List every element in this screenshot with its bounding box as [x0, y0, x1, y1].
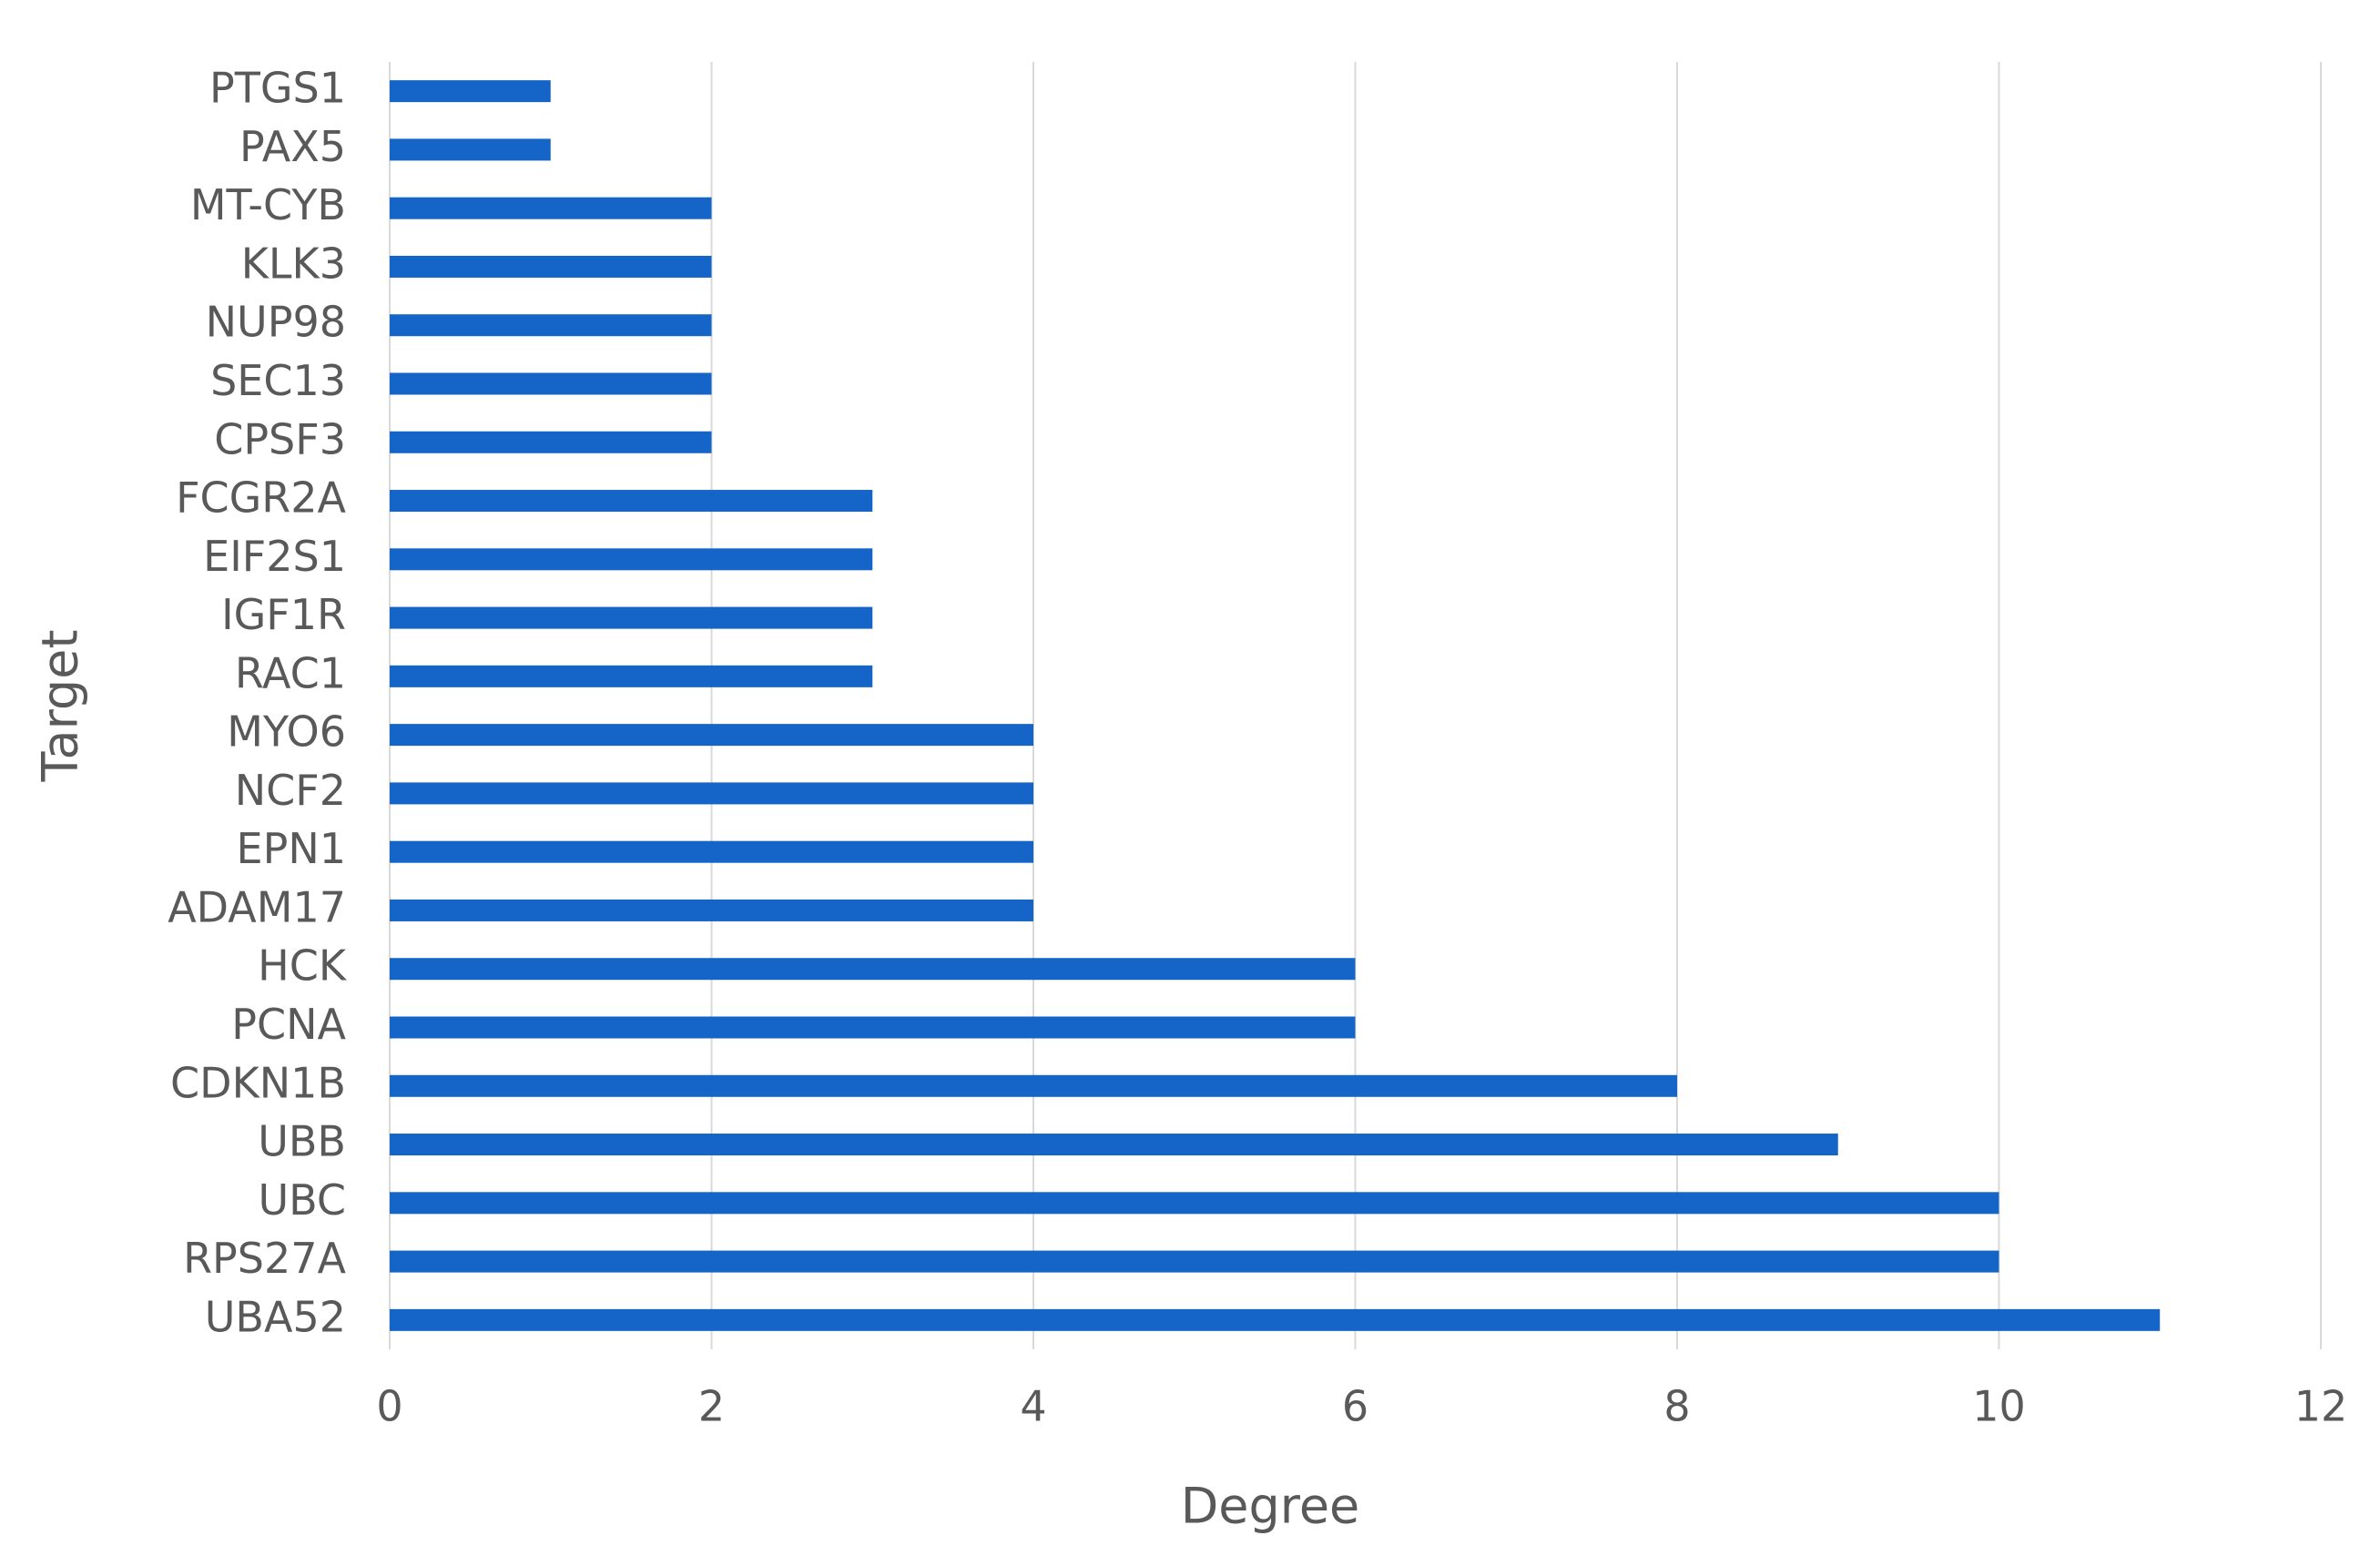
bar — [390, 80, 551, 103]
y-tick-label: HCK — [258, 941, 348, 991]
bar — [390, 840, 1033, 863]
y-tick-label: UBC — [258, 1175, 346, 1225]
x-tick-label: 4 — [1020, 1382, 1046, 1431]
x-tick-label: 2 — [698, 1382, 725, 1431]
bar — [390, 958, 1356, 981]
y-tick-label: UBA52 — [205, 1292, 346, 1341]
y-tick-label: RPS27A — [183, 1234, 346, 1283]
y-tick-label: NUP98 — [206, 298, 346, 347]
x-tick-label: 12 — [2294, 1382, 2348, 1431]
bar — [390, 138, 551, 161]
y-tick-label: EIF2S1 — [203, 532, 346, 581]
y-tick-label: UBB — [258, 1117, 346, 1166]
y-tick-label: KLK3 — [241, 239, 346, 288]
x-tick-label: 0 — [376, 1382, 402, 1431]
y-tick-label: CDKN1B — [170, 1058, 346, 1107]
y-tick-label: IGF1R — [221, 590, 346, 639]
y-tick-label: MYO6 — [227, 707, 346, 757]
y-tick-label: EPN1 — [237, 824, 346, 873]
bar — [390, 1308, 2161, 1331]
x-axis-label: Degree — [1181, 1478, 1360, 1535]
x-tick-label: 8 — [1663, 1382, 1690, 1431]
bar — [390, 1134, 1838, 1156]
bar — [390, 490, 873, 513]
bar — [390, 314, 712, 337]
bar — [390, 197, 712, 219]
bar — [390, 431, 712, 453]
bar — [390, 1074, 1677, 1097]
bar — [390, 665, 873, 687]
bar — [390, 724, 1033, 747]
bar — [390, 782, 1033, 805]
bar — [390, 548, 873, 571]
y-tick-label: NCF2 — [235, 766, 346, 815]
bar — [390, 255, 712, 278]
y-tick-label: PCNA — [231, 1000, 346, 1049]
y-tick-label: ADAM17 — [168, 882, 346, 931]
bar — [390, 899, 1033, 921]
y-tick-label: PTGS1 — [209, 64, 346, 113]
bar — [390, 1016, 1356, 1039]
y-tick-label: CPSF3 — [214, 414, 346, 463]
y-tick-label: PAX5 — [239, 122, 346, 171]
y-tick-label: RAC1 — [235, 648, 346, 697]
y-tick-label: MT-CYB — [190, 180, 346, 229]
bar — [390, 1250, 1999, 1273]
y-axis-label: Target — [32, 629, 89, 782]
bar — [390, 1192, 1999, 1215]
x-tick-label: 10 — [1972, 1382, 2026, 1431]
y-tick-label: FCGR2A — [176, 473, 346, 523]
y-tick-label: SEC13 — [210, 356, 346, 405]
bar — [390, 606, 873, 629]
x-tick-label: 6 — [1342, 1382, 1368, 1431]
bar — [390, 372, 712, 395]
